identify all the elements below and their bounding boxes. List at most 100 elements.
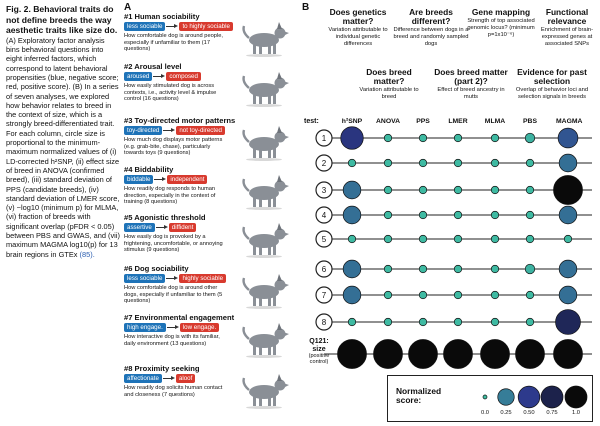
arrow-right-icon: [166, 323, 180, 332]
score-dot: [563, 234, 573, 244]
score-dot: [342, 205, 362, 225]
header-gene-mapping: Gene mapping Strength of top associated …: [464, 7, 538, 38]
row-number-circle: [315, 154, 333, 172]
factor-title: #7 Environmental engagement: [124, 313, 235, 322]
score-dot: [558, 205, 578, 225]
legend-tick-label: 0.75: [546, 410, 558, 416]
score-dot: [418, 290, 428, 300]
header-breed-matter-2: Does breed matter (part 2)? Effect of br…: [430, 67, 512, 101]
arrow-right-icon: [162, 126, 176, 135]
column-label-2: PPS: [416, 118, 430, 125]
score-dot: [524, 132, 536, 144]
figure-caption: Fig. 2. Behavioral traits do not define …: [6, 4, 120, 259]
score-dot: [525, 210, 535, 220]
row-number-circle: [315, 129, 333, 147]
q121-dot: [408, 339, 438, 369]
score-dot: [342, 285, 362, 305]
header-subtitle: Difference between dogs in a breed and r…: [393, 27, 469, 47]
score-dot: [555, 309, 581, 335]
negative-pole-badge: less sociable: [124, 274, 166, 283]
header-subtitle: Variation attributable to individual gen…: [328, 27, 388, 47]
row-number: 2: [322, 159, 327, 168]
score-dot: [525, 185, 535, 195]
header-breeds-different: Are breeds different? Difference between…: [392, 7, 470, 48]
header-breed-matter: Does breed matter? Variation attributabl…: [358, 67, 420, 101]
score-dot: [453, 185, 463, 195]
caption-reference-link[interactable]: (85).: [79, 249, 95, 259]
negative-pole-badge: assertive: [124, 223, 155, 232]
dog-illustration-icon: [242, 126, 289, 161]
score-dot: [347, 317, 357, 327]
score-dot: [418, 234, 428, 244]
arrow-right-icon: [153, 175, 167, 184]
header-subtitle: Effect of breed ancestry in mutts: [437, 87, 505, 101]
arrow-right-icon: [155, 223, 169, 232]
arrow-right-icon: [162, 374, 176, 383]
row-number: 1: [322, 134, 327, 143]
score-dot: [383, 234, 393, 244]
positive-pole-badge: independent: [167, 175, 208, 184]
header-functional-relevance: Functional relevance Enrichment of brain…: [536, 7, 598, 48]
column-label-5: PBS: [523, 118, 537, 125]
q121-dot: [443, 339, 473, 369]
score-dot: [383, 264, 393, 274]
score-dot: [383, 290, 393, 300]
panel-b-label: B: [302, 2, 310, 13]
score-dot: [453, 234, 463, 244]
negative-pole-badge: high engage.: [124, 323, 166, 332]
column-label-3: LMER: [448, 118, 468, 125]
legend-swatches: [482, 385, 588, 409]
score-dot: [525, 317, 535, 327]
caption-body: (A) Exploratory factor analysis bins beh…: [6, 36, 120, 259]
dot-grid: 1 2 3 4 5 6 7 8: [315, 126, 592, 369]
row-number-circle: [315, 230, 333, 248]
score-dot: [558, 285, 578, 305]
score-dot: [490, 264, 500, 274]
factor-description: How easily dog is provoked by a frighten…: [124, 234, 223, 254]
legend-dot: [482, 394, 488, 400]
legend-tick-label: 0.50: [523, 410, 535, 416]
column-label-6: MAGMA: [556, 118, 583, 125]
dog-illustration-icon: [242, 175, 289, 210]
score-dot: [418, 210, 428, 220]
legend-tick-label: 1.0: [571, 410, 581, 416]
column-label-4: MLMA: [484, 118, 506, 125]
header-subtitle: Strength of top associated genomic locus…: [467, 18, 535, 38]
negative-pole-badge: affectionate: [124, 374, 162, 383]
score-dot: [558, 259, 578, 279]
factor-description: How much dog displays motor patterns (e.…: [124, 137, 223, 157]
arrow-right-icon: [152, 72, 166, 81]
positive-pole-badge: to highly sociable: [179, 22, 233, 31]
factor-description: How comfortable dog is around other dogs…: [124, 285, 223, 305]
dog-illustration-icon: [242, 323, 289, 358]
header-subtitle: Enrichment of brain-expressed genes at a…: [540, 27, 594, 47]
arrow-right-icon: [165, 22, 179, 31]
row-number: 4: [322, 211, 327, 220]
caption-text: (A) Exploratory factor analysis bins beh…: [6, 35, 120, 259]
row-number: 5: [322, 235, 327, 244]
legend-dot: [517, 385, 541, 409]
score-dot: [453, 210, 463, 220]
q121-dot: [373, 339, 403, 369]
score-dot: [340, 126, 364, 150]
factor-title: #5 Agonistic threshold: [124, 213, 206, 222]
positive-pole-badge: highly sociable: [179, 274, 227, 283]
positive-pole-badge: diffident: [168, 223, 197, 232]
header-question: Are breeds different?: [409, 7, 453, 27]
negative-pole-badge: biddable: [124, 175, 154, 184]
factor-scale: biddable independent: [124, 175, 208, 184]
panel-b: B Does genetics matter? Variation attrib…: [300, 0, 600, 426]
header-question: Does genetics matter?: [329, 7, 387, 27]
score-dot: [418, 185, 428, 195]
score-dot: [490, 317, 500, 327]
score-dot: [383, 158, 393, 168]
positive-pole-badge: low engage.: [179, 323, 220, 332]
arrow-right-icon: [165, 274, 179, 283]
q121-dot: [337, 339, 367, 369]
factor-title: #4 Biddability: [124, 165, 174, 174]
positive-pole-badge: composed: [166, 72, 201, 81]
score-dot: [490, 234, 500, 244]
q121-dot: [553, 339, 583, 369]
score-dot: [490, 210, 500, 220]
header-question: Does breed matter?: [366, 67, 412, 87]
